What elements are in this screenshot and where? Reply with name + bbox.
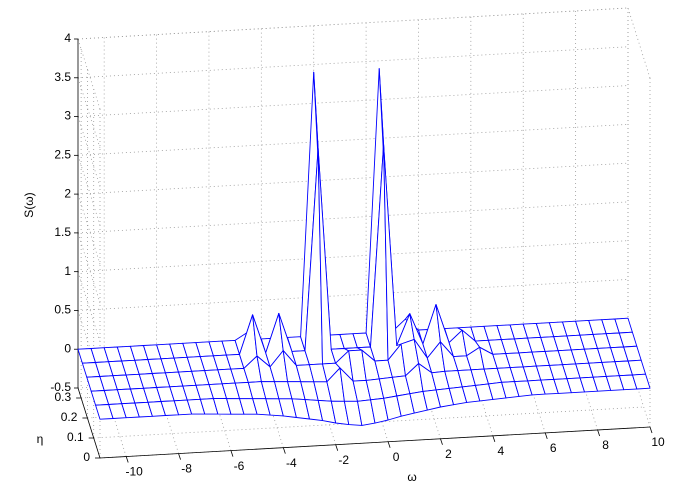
x-tick-label: 2 [445,447,452,461]
x-tick-label: 8 [602,438,609,452]
grid-line [77,201,629,234]
x-tick [387,441,391,448]
grid-line [156,383,179,454]
grid-line [77,279,629,311]
grid-line [522,362,546,434]
x-tick-label: 4 [498,444,505,458]
x-axis [99,426,651,459]
x-tick [597,429,600,437]
z-tick-label: -0.5 [50,380,71,394]
x-tick-label: -2 [338,453,349,467]
grid-line [208,380,232,451]
x-tick [282,447,286,454]
z-tick-label: 1 [64,264,71,278]
y-tick-label: 0.1 [67,430,84,444]
z-tick-label: 0.5 [54,303,71,317]
x-tick [230,450,234,457]
x-tick-label: -10 [126,465,144,479]
grid-line [575,359,599,431]
grid-line [77,116,101,187]
z-tick-label: 0 [64,341,71,355]
grid-line [77,85,629,117]
z-tick-label: 2.5 [54,148,71,162]
z-tick-label: 4 [64,31,71,45]
x-tick [125,456,129,463]
z-axis-label: S(ω) [22,192,36,217]
grid-line [77,162,629,195]
y-axis [77,387,101,459]
x-tick-label: -4 [286,456,297,470]
x-tick-label: 6 [550,441,557,455]
x-tick [544,432,548,440]
y-tick-label: 0.3 [54,390,71,404]
grid-line [77,232,101,304]
grid-line [77,38,101,110]
x-axis-label: ω [407,470,416,484]
x-tick [335,444,339,451]
x-tick-label: -8 [181,462,192,476]
grid-line [77,46,629,79]
grid-line [77,193,101,265]
z-tick-label: 3 [64,109,71,123]
x-tick [178,453,181,460]
mesh-face [632,373,651,390]
x-tick [492,435,496,442]
box-edge [627,7,651,79]
z-tick-label: 1.5 [54,225,71,239]
grid-line [103,386,127,457]
grid-line [77,271,101,342]
x-tick [649,426,653,434]
grid-line [77,77,101,148]
grid-line [77,240,629,273]
box-edge [77,7,629,40]
y-tick-label: 0.2 [61,410,78,424]
x-tick-label: -6 [234,459,245,473]
y-axis-label: η [37,432,44,446]
z-tick-label: 3.5 [54,70,71,84]
x-tick-label: 10 [651,435,665,449]
x-tick [440,438,443,445]
y-tick-label: 0 [83,450,90,464]
grid-line [627,356,651,428]
z-tick-label: 2 [64,186,71,200]
x-tick-label: 0 [393,450,400,464]
grid-line [77,155,101,226]
grid-line [77,123,629,156]
